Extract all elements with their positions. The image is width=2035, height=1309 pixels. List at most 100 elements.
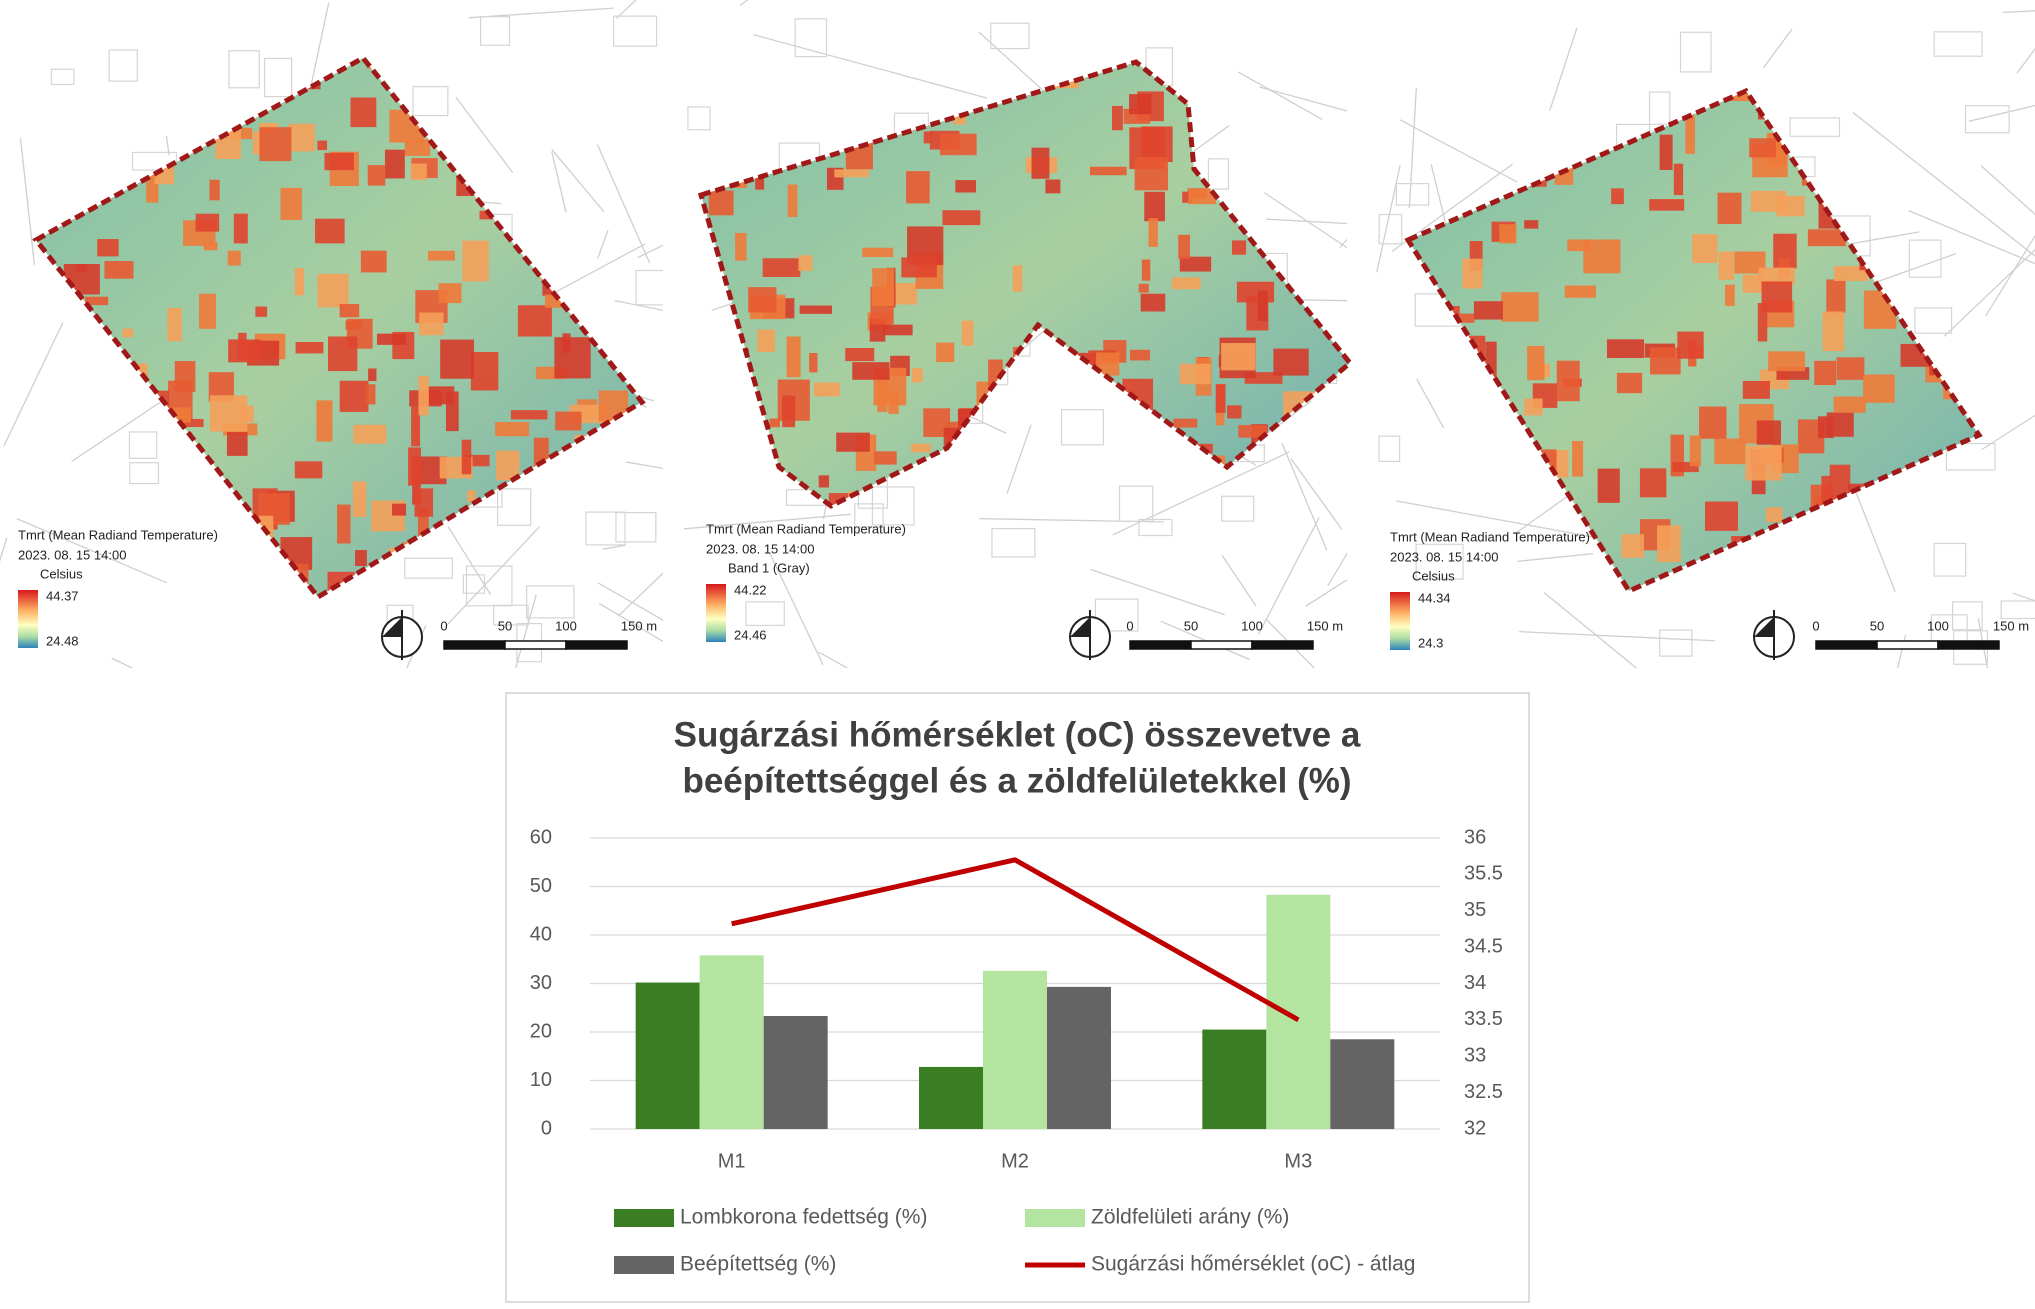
heat-patch bbox=[1650, 347, 1681, 375]
heat-patch bbox=[706, 378, 722, 415]
heat-patch bbox=[525, 513, 535, 530]
heat-patch bbox=[965, 62, 992, 91]
heat-patch bbox=[1122, 378, 1154, 415]
heat-patch bbox=[467, 490, 476, 503]
street bbox=[1396, 500, 1611, 541]
heat-patch bbox=[428, 250, 455, 261]
heat-patch bbox=[1583, 239, 1621, 274]
heat-patch bbox=[1140, 293, 1166, 312]
heat-patch bbox=[1971, 91, 1979, 101]
heat-patch bbox=[1707, 1, 1737, 11]
heat-patch bbox=[1973, 476, 1979, 489]
y2-tick-label: 36 bbox=[1464, 826, 1486, 848]
heat-patch bbox=[567, 522, 594, 535]
heat-patch bbox=[1963, 481, 1979, 503]
heat-patch bbox=[867, 568, 886, 577]
heat-patch bbox=[209, 395, 248, 432]
scale-label: 50 bbox=[1184, 618, 1198, 633]
heat-patch bbox=[868, 24, 901, 38]
street bbox=[1852, 112, 2035, 257]
heat-patch bbox=[1244, 372, 1283, 384]
heat-patch bbox=[408, 447, 421, 486]
heat-patch bbox=[104, 473, 129, 513]
heat-patch bbox=[71, 449, 100, 481]
heat-patch bbox=[383, 589, 402, 597]
heat-patch bbox=[1836, 357, 1865, 380]
heat-patch bbox=[845, 348, 875, 362]
heat-patch bbox=[1532, 111, 1561, 154]
heat-patch bbox=[961, 553, 985, 590]
heat-patch bbox=[633, 521, 642, 553]
heat-patch bbox=[327, 336, 358, 372]
building-outline bbox=[1094, 598, 1139, 632]
street bbox=[1416, 378, 1445, 429]
heat-patch bbox=[36, 291, 45, 305]
heat-patch bbox=[720, 468, 747, 506]
building-outline bbox=[465, 565, 513, 607]
heat-patch bbox=[1567, 239, 1591, 252]
building-outline bbox=[871, 486, 915, 526]
ramp-max: 44.22 bbox=[734, 582, 767, 597]
heat-patch bbox=[590, 138, 622, 175]
heat-patch bbox=[1891, 580, 1922, 591]
street bbox=[1408, 87, 1418, 208]
heat-patch bbox=[1923, 300, 1941, 332]
heat-patch bbox=[1092, 552, 1125, 567]
heat-patch bbox=[1801, 583, 1824, 591]
heat-patch bbox=[877, 539, 896, 567]
street bbox=[1327, 552, 1347, 587]
heat-patch bbox=[534, 0, 564, 22]
heat-patch bbox=[735, 232, 747, 261]
street bbox=[1237, 71, 1323, 120]
legend-title: Tmrt (Mean Radiand Temperature) bbox=[18, 527, 218, 542]
heat-patch bbox=[1833, 396, 1866, 413]
heat-patch bbox=[940, 133, 977, 156]
scale-bar bbox=[504, 640, 567, 650]
heat-patch bbox=[1309, 424, 1331, 457]
heat-patch bbox=[1459, 592, 1475, 629]
heat-patch bbox=[2013, 124, 2032, 148]
heat-patch bbox=[188, 609, 202, 626]
building-outline bbox=[228, 50, 260, 89]
heat-patch bbox=[957, 408, 993, 448]
heat-patch bbox=[118, 135, 131, 156]
heat-patch bbox=[1515, 560, 1531, 579]
legend-title: Tmrt (Mean Radiand Temperature) bbox=[706, 521, 906, 536]
heat-patch bbox=[1918, 510, 1956, 530]
heat-patch bbox=[36, 107, 53, 141]
street bbox=[1290, 458, 1343, 530]
heat-patch bbox=[1574, 91, 1603, 105]
heat-patch bbox=[1555, 605, 1564, 636]
bar bbox=[699, 955, 764, 1129]
heat-patch bbox=[1817, 508, 1851, 517]
heat-patch bbox=[701, 346, 726, 364]
street bbox=[1985, 234, 2035, 317]
heat-patch bbox=[769, 418, 780, 428]
heat-patch bbox=[621, 37, 636, 51]
heat-patch bbox=[1431, 431, 1462, 441]
heat-patch bbox=[1623, 18, 1648, 38]
heat-patch bbox=[324, 152, 355, 171]
heat-patch bbox=[1045, 179, 1061, 194]
heat-patch bbox=[507, 58, 534, 65]
heat-patch bbox=[720, 77, 730, 100]
chart-title: beépítettséggel és a zöldfelületekkel (%… bbox=[682, 761, 1351, 800]
building-outline bbox=[794, 18, 828, 58]
heat-patch bbox=[834, 169, 869, 178]
street bbox=[455, 96, 514, 174]
building-outline bbox=[264, 57, 293, 98]
heat-patch bbox=[949, 556, 972, 572]
street bbox=[444, 526, 541, 628]
street bbox=[684, 513, 851, 530]
heat-patch bbox=[461, 439, 472, 475]
heat-patch bbox=[874, 451, 897, 465]
heat-patch bbox=[1273, 348, 1309, 376]
heat-patch bbox=[1050, 443, 1072, 474]
street bbox=[1090, 568, 1225, 616]
building-outline bbox=[991, 528, 1036, 558]
heat-patch bbox=[597, 466, 610, 505]
heat-patch bbox=[1181, 66, 1200, 86]
heat-patch bbox=[1416, 468, 1440, 494]
heat-patch bbox=[97, 239, 119, 257]
